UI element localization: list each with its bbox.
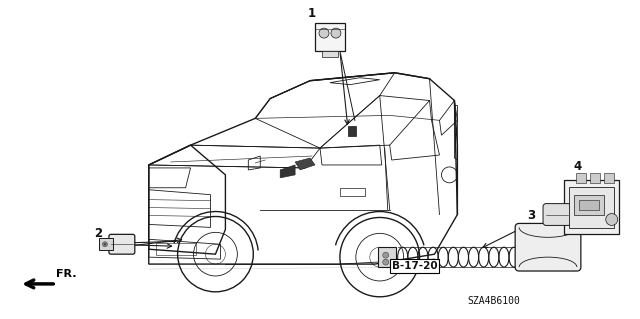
Bar bbox=[564, 180, 619, 234]
Bar bbox=[590, 173, 600, 183]
Text: 3: 3 bbox=[527, 210, 535, 222]
Text: B-17-20: B-17-20 bbox=[392, 261, 437, 271]
Circle shape bbox=[605, 213, 618, 226]
Bar bbox=[348, 126, 356, 136]
Text: 4: 4 bbox=[574, 160, 582, 173]
Bar bbox=[315, 23, 345, 51]
Circle shape bbox=[331, 28, 341, 38]
Text: 2: 2 bbox=[94, 227, 102, 240]
Circle shape bbox=[383, 252, 388, 258]
Text: SZA4B6100: SZA4B6100 bbox=[467, 296, 520, 306]
Bar bbox=[604, 173, 614, 183]
Bar bbox=[378, 247, 396, 267]
FancyBboxPatch shape bbox=[109, 234, 135, 254]
Bar bbox=[99, 238, 113, 250]
Text: 1: 1 bbox=[308, 7, 316, 20]
Bar bbox=[569, 187, 614, 228]
Polygon shape bbox=[295, 158, 315, 170]
Bar bbox=[576, 173, 586, 183]
Bar bbox=[156, 243, 196, 255]
Bar bbox=[579, 200, 599, 210]
Circle shape bbox=[104, 243, 106, 245]
Circle shape bbox=[319, 28, 329, 38]
Circle shape bbox=[102, 242, 108, 247]
Polygon shape bbox=[280, 165, 295, 178]
Text: FR.: FR. bbox=[56, 269, 77, 279]
Bar bbox=[322, 51, 338, 57]
Circle shape bbox=[383, 259, 388, 265]
FancyBboxPatch shape bbox=[543, 204, 571, 226]
Bar bbox=[340, 188, 365, 196]
FancyBboxPatch shape bbox=[515, 223, 581, 271]
Bar bbox=[574, 195, 604, 214]
